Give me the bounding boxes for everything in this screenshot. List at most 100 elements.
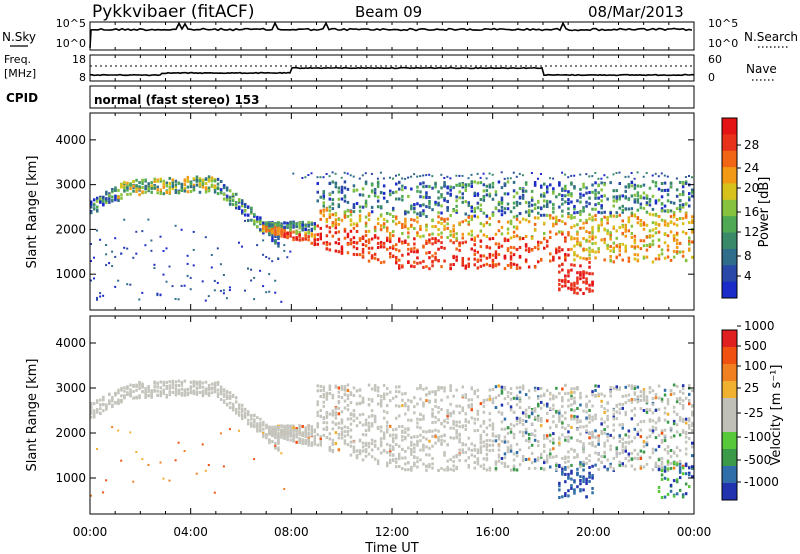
data-cell <box>177 191 181 195</box>
data-cell <box>576 428 579 431</box>
data-cell <box>688 384 691 388</box>
data-cell <box>627 229 631 233</box>
data-cell <box>549 259 552 263</box>
data-cell <box>404 219 407 223</box>
data-cell <box>688 239 691 243</box>
data-cell <box>537 199 540 203</box>
data-cell <box>467 436 470 440</box>
data-cell <box>494 242 498 246</box>
data-cell <box>334 431 338 435</box>
data-cell <box>639 223 643 227</box>
data-cell <box>482 463 486 467</box>
data-cell <box>470 247 473 251</box>
data-cell <box>597 468 600 471</box>
data-cell <box>138 185 141 189</box>
data-cell <box>337 436 341 440</box>
data-cell <box>228 396 232 400</box>
data-cell <box>428 185 431 189</box>
data-cell <box>691 255 694 259</box>
data-cell <box>289 228 292 232</box>
data-cell <box>274 429 277 433</box>
data-cell <box>428 251 431 254</box>
data-cell <box>669 200 673 204</box>
data-cell <box>280 232 283 236</box>
data-cell <box>512 262 516 266</box>
data-cell <box>286 438 289 442</box>
data-cell <box>515 217 519 221</box>
data-cell <box>645 436 649 440</box>
data-cell <box>567 176 570 179</box>
data-cell <box>422 448 425 452</box>
data-cell <box>207 384 211 387</box>
data-cell <box>642 390 646 394</box>
data-cell <box>201 183 205 186</box>
data-cell <box>289 428 292 432</box>
data-cell <box>540 424 543 428</box>
data-cell <box>500 244 504 248</box>
data-cell <box>192 248 195 251</box>
data-cell <box>407 194 410 198</box>
data-cell <box>225 395 229 398</box>
data-cell <box>624 195 627 199</box>
data-cell <box>633 456 637 460</box>
data-cell <box>597 442 600 446</box>
data-cell <box>404 241 407 244</box>
data-cell <box>561 399 564 403</box>
colorbar-tick-label: -1000 <box>744 475 779 489</box>
data-cell <box>434 185 437 189</box>
y-tick-label: 2000 <box>55 222 86 236</box>
data-cell <box>398 258 401 262</box>
data-cell <box>434 428 437 432</box>
data-cell <box>591 218 594 222</box>
data-cell <box>464 419 467 423</box>
data-cell <box>549 465 552 469</box>
data-cell <box>431 421 434 425</box>
data-cell <box>467 183 470 187</box>
data-cell <box>382 434 386 438</box>
data-cell <box>567 450 570 454</box>
data-cell <box>231 405 235 409</box>
data-cell <box>479 449 483 453</box>
data-cell <box>250 210 253 214</box>
data-cell <box>307 235 310 239</box>
data-cell <box>533 222 537 226</box>
data-cell <box>295 427 298 431</box>
data-cell <box>319 414 322 418</box>
data-cell <box>678 488 682 492</box>
data-cell <box>207 393 211 397</box>
data-cell <box>672 236 676 240</box>
data-cell <box>537 404 540 408</box>
data-cell <box>416 435 419 439</box>
data-cell <box>473 389 476 393</box>
data-cell <box>141 230 144 233</box>
data-cell <box>470 408 473 412</box>
data-cell <box>201 280 204 283</box>
data-cell <box>494 250 498 254</box>
data-cell <box>688 221 691 225</box>
data-cell <box>440 241 443 245</box>
data-cell <box>343 229 347 233</box>
data-cell <box>292 238 295 242</box>
data-cell <box>669 181 673 185</box>
data-cell <box>410 207 413 211</box>
data-cell <box>570 192 573 196</box>
data-cell <box>594 235 597 239</box>
data-cell <box>186 190 190 194</box>
data-cell <box>434 393 437 396</box>
data-cell <box>585 405 588 409</box>
data-cell <box>494 439 498 443</box>
data-cell <box>395 416 398 420</box>
data-cell <box>268 257 271 260</box>
data-cell <box>503 177 506 180</box>
data-cell <box>313 222 316 226</box>
data-cell <box>564 427 567 431</box>
data-cell <box>573 414 576 418</box>
data-cell <box>352 175 355 178</box>
data-cell <box>491 401 495 405</box>
data-cell <box>588 217 591 221</box>
data-cell <box>289 223 292 227</box>
data-cell <box>262 423 265 427</box>
data-cell <box>645 395 649 399</box>
data-cell <box>464 418 467 422</box>
